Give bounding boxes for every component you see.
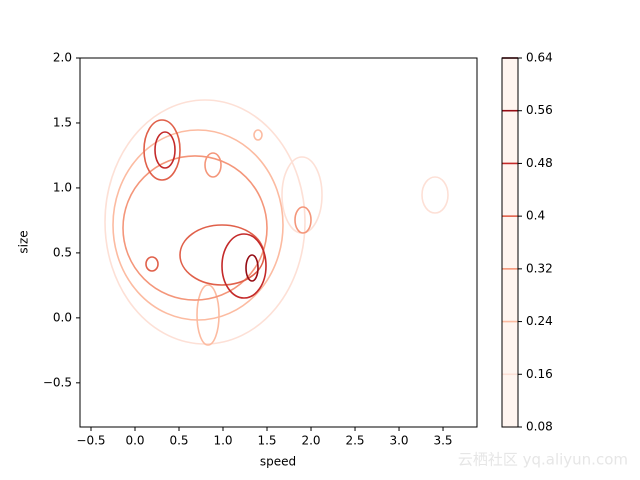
contour-line [204,152,222,178]
contour-line [281,156,323,234]
y-tick-label: 1.5 [53,115,72,129]
contour-line [253,129,263,141]
colorbar-tick-label: 0.16 [526,367,553,381]
colorbar-tick-label: 0.56 [526,103,553,117]
y-axis-label: size [17,230,31,253]
watermark: 云栖社区 yq.aliyun.com [458,451,628,469]
colorbar-tick-label: 0.24 [526,314,553,328]
colorbar-tick-label: 0.32 [526,261,553,275]
y-tick-label: 1.0 [53,180,72,194]
contour-line [245,254,259,282]
x-tick-label: 0.0 [125,434,144,448]
colorbar-tick-label: 0.48 [526,156,553,170]
x-tick-label: 2.0 [301,434,320,448]
y-tick-label: −0.5 [43,375,72,389]
contour-line [104,99,306,345]
contour-line [122,155,268,301]
contour-line [154,131,176,169]
colorbar-frame [501,57,519,428]
colorbar-fill [502,58,518,427]
colorbar-tick-label: 0.4 [526,209,545,223]
contour-line [196,284,220,346]
x-tick-label: −0.5 [76,434,105,448]
y-tick-label: 2.0 [53,51,72,65]
y-tick-label: 0.0 [53,310,72,324]
contour-line [421,176,449,214]
plot-frame [79,57,478,428]
colorbar-tick-label: 0.64 [526,51,553,65]
x-axis-label: speed [260,455,296,469]
colorbar-tick-label: 0.08 [526,420,553,434]
y-tick-label: 0.5 [53,245,72,259]
x-tick-label: 0.5 [169,434,188,448]
x-tick-label: 1.5 [257,434,276,448]
contour-line [143,119,181,181]
x-tick-label: 2.5 [345,434,364,448]
x-tick-label: 1.0 [213,434,232,448]
contour-line [145,256,159,272]
contour-line [221,233,267,299]
x-tick-label: 3.5 [433,434,452,448]
contour-line [294,206,312,234]
x-tick-label: 3.0 [389,434,408,448]
contour-line [112,129,284,321]
